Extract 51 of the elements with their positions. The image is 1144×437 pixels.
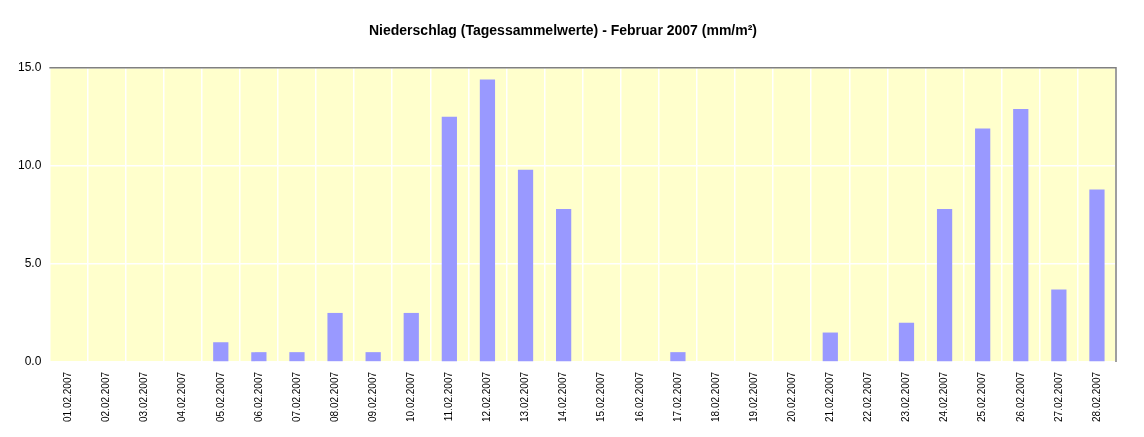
- x-tick-label: 07.02.2007: [290, 371, 302, 423]
- bar: [1051, 289, 1067, 362]
- bar: [403, 312, 419, 362]
- x-tick-label: 16.02.2007: [633, 371, 645, 423]
- bar: [479, 79, 496, 362]
- bar: [365, 352, 381, 362]
- bar: [670, 352, 686, 362]
- bar: [1089, 189, 1105, 362]
- x-tick-label: 09.02.2007: [366, 371, 378, 423]
- bar: [1013, 108, 1029, 362]
- x-tick-label: 27.02.2007: [1052, 371, 1064, 423]
- x-tick-label: 26.02.2007: [1014, 371, 1026, 423]
- x-tick-label: 12.02.2007: [481, 371, 493, 423]
- bar: [936, 208, 953, 362]
- bar: [822, 332, 838, 362]
- bar: [441, 116, 457, 362]
- x-tick-label: 24.02.2007: [938, 371, 950, 423]
- x-tick-label: 28.02.2007: [1090, 371, 1102, 423]
- bar: [289, 352, 305, 362]
- x-tick-label: 14.02.2007: [557, 371, 569, 423]
- x-tick-label: 11.02.2007: [443, 371, 455, 422]
- x-tick-label: 06.02.2007: [252, 371, 264, 423]
- bar: [898, 322, 915, 362]
- x-tick-label: 13.02.2007: [519, 371, 531, 423]
- bar: [517, 169, 534, 362]
- x-tick-label: 05.02.2007: [214, 371, 226, 423]
- x-tick-label: 17.02.2007: [671, 371, 683, 423]
- x-tick-label: 01.02.2007: [62, 371, 74, 423]
- x-tick-label: 15.02.2007: [595, 371, 607, 423]
- x-tick-label: 22.02.2007: [862, 371, 874, 423]
- bar: [975, 128, 991, 362]
- x-tick-label: 03.02.2007: [138, 371, 150, 423]
- bar: [251, 352, 267, 362]
- x-tick-label: 21.02.2007: [824, 371, 836, 423]
- y-tick-label: 10.0: [18, 158, 42, 173]
- y-tick-label: 5.0: [24, 256, 42, 271]
- y-tick-label: 0.0: [24, 354, 42, 369]
- y-tick-label: 15.0: [18, 60, 42, 75]
- x-tick-label: 19.02.2007: [747, 371, 759, 423]
- chart-title: Niederschlag (Tagessammelwerte) - Februar 2007 (mm/m²): [369, 22, 757, 39]
- x-tick-label: 10.02.2007: [405, 371, 416, 423]
- x-tick-label: 02.02.2007: [100, 371, 112, 423]
- bar: [327, 312, 343, 362]
- x-tick-label: 04.02.2007: [176, 371, 188, 423]
- x-tick-label: 08.02.2007: [328, 371, 340, 423]
- x-tick-label: 20.02.2007: [785, 371, 797, 423]
- x-tick-label: 18.02.2007: [709, 371, 721, 423]
- x-tick-label: 23.02.2007: [900, 371, 912, 423]
- x-tick-label: 25.02.2007: [976, 371, 988, 423]
- bar: [556, 208, 572, 362]
- bar: [213, 342, 229, 362]
